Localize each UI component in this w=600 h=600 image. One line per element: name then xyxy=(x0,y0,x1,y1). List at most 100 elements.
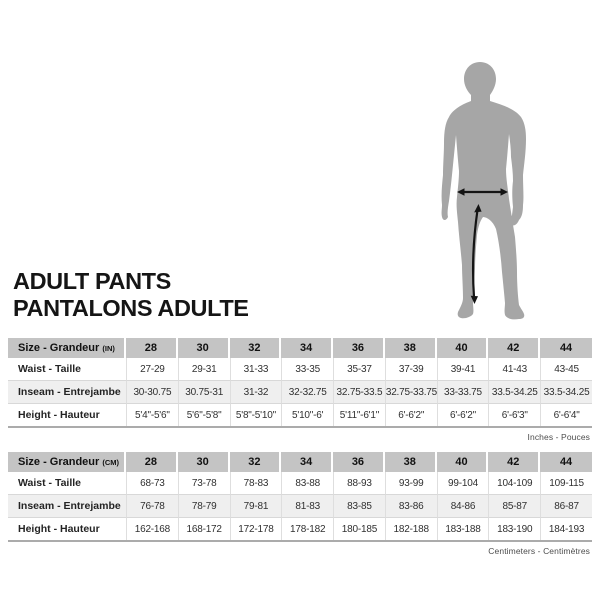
size-column-header: 28 xyxy=(126,338,178,358)
measurement-value: 83-85 xyxy=(333,494,385,517)
measurement-value: 6'-6'3" xyxy=(488,403,541,426)
measurement-row: Height - Hauteur 5'4"-5'6" 5'6"-5'8" 5'8"-5… xyxy=(8,403,592,426)
measurement-value: 168-172 xyxy=(177,517,230,540)
measurement-row: Waist - Taille 27-29 29-31 31-33 33-35 35-37 3… xyxy=(8,358,592,380)
measurement-value: 5'6"-5'8" xyxy=(177,403,230,426)
measurement-value: 183-188 xyxy=(436,517,489,540)
measurement-row: Inseam - Entrejambe 76-78 78-79 79-81 81-83 8… xyxy=(8,494,592,517)
measurement-value: 93-99 xyxy=(384,472,437,494)
size-column-header: 44 xyxy=(540,338,592,358)
measurement-value: 32-32.75 xyxy=(281,380,334,403)
measurement-value: 182-188 xyxy=(384,517,437,540)
measurement-value: 30.75-31 xyxy=(177,380,230,403)
measurement-value: 37-39 xyxy=(384,358,437,380)
measurement-value: 27-29 xyxy=(126,358,178,380)
size-column-header: 40 xyxy=(436,452,489,472)
measurement-value: 76-78 xyxy=(126,494,178,517)
measurement-row-label: Waist - Taille xyxy=(18,477,82,489)
measurement-value: 183-190 xyxy=(488,517,541,540)
measurement-value: 109-115 xyxy=(540,472,592,494)
size-table-section-inches: Size - Grandeur (IN) 28 30 32 34 36 38 40 42 44 W… xyxy=(8,338,592,442)
size-column-header: 36 xyxy=(333,338,385,358)
measurement-value: 31-33 xyxy=(229,358,282,380)
measurement-value: 41-43 xyxy=(488,358,540,380)
measurement-value: 172-178 xyxy=(229,517,282,540)
size-label-text: Size - Grandeur xyxy=(18,456,103,468)
measurement-value: 78-79 xyxy=(177,494,230,517)
size-column-header: 28 xyxy=(126,452,178,472)
measurement-value: 5'10"-6' xyxy=(281,403,334,426)
measurement-value: 99-104 xyxy=(436,472,489,494)
size-column-header: 30 xyxy=(177,452,230,472)
unit-caption-inches: Inches - Pouces xyxy=(527,432,590,442)
measurement-value: 29-31 xyxy=(177,358,230,380)
measurement-value: 5'8"-5'10" xyxy=(229,403,282,426)
measurement-value: 33.5-34.25 xyxy=(488,380,541,403)
measurement-value: 5'11"-6'1" xyxy=(333,403,385,426)
measurement-value: 73-78 xyxy=(177,472,230,494)
header-row: Size - Grandeur (CM) 28 30 32 34 36 38 40 42 44 xyxy=(8,452,592,472)
size-column-header: 34 xyxy=(281,452,334,472)
size-unit-tag: (IN) xyxy=(102,344,115,353)
measurement-value: 86-87 xyxy=(540,494,592,517)
waist-arrow xyxy=(457,188,508,196)
measurement-value: 6'-6'4" xyxy=(540,403,592,426)
measurement-row-label: Height - Hauteur xyxy=(8,403,126,426)
measurement-value: 33-35 xyxy=(281,358,333,380)
measurement-value: 33-33.75 xyxy=(436,380,489,403)
page-title-en: ADULT PANTS xyxy=(13,268,171,294)
size-table-body: Waist - Taille 27-29 29-31 31-33 33-35 35-37 3… xyxy=(8,358,592,426)
measurement-row: Height - Hauteur 162-168 168-172 172-178 178… xyxy=(8,517,592,540)
measurement-value: 85-87 xyxy=(488,494,541,517)
measurement-value: 83-86 xyxy=(384,494,437,517)
measurement-value: 6'-6'2" xyxy=(436,403,489,426)
measurement-row: Waist - Taille 68-73 73-78 78-83 83-88 88-93 9… xyxy=(8,472,592,494)
page-title: ADULT PANTS PANTALONS ADULTE xyxy=(13,268,249,322)
unit-caption-cm: Centimeters - Centimètres xyxy=(488,546,590,556)
measurement-value: 88-93 xyxy=(333,472,385,494)
size-column-header: 36 xyxy=(333,452,385,472)
size-column-header: 40 xyxy=(436,338,489,358)
measurement-value: 84-86 xyxy=(436,494,489,517)
size-table-cm: Size - Grandeur (CM) 28 30 32 34 36 38 40 42 44 W… xyxy=(8,452,592,542)
measurement-value: 180-185 xyxy=(333,517,385,540)
measurement-value: 5'4"-5'6" xyxy=(126,403,178,426)
size-unit-tag: (CM) xyxy=(102,458,120,467)
measurement-value: 83-88 xyxy=(281,472,333,494)
header-row: Size - Grandeur (IN) 28 30 32 34 36 38 40 42 44 xyxy=(8,338,592,358)
size-column-header: 32 xyxy=(229,452,282,472)
size-column-header: 42 xyxy=(488,338,541,358)
measurement-value: 30-30.75 xyxy=(126,380,178,403)
size-column-header: 38 xyxy=(384,452,437,472)
measurement-value: 184-193 xyxy=(540,517,592,540)
measurement-value: 31-32 xyxy=(229,380,282,403)
measurement-value: 32.75-33.5 xyxy=(333,380,385,403)
measurement-value: 68-73 xyxy=(126,472,178,494)
measurement-value: 39-41 xyxy=(436,358,489,380)
size-table-section-cm: Size - Grandeur (CM) 28 30 32 34 36 38 40 42 44 W… xyxy=(8,452,592,556)
measurement-value: 81-83 xyxy=(281,494,334,517)
measurement-value: 32.75-33.75 xyxy=(384,380,437,403)
size-label-header: Size - Grandeur (CM) xyxy=(8,452,126,472)
size-label-text: Size - Grandeur xyxy=(18,342,103,354)
male-silhouette xyxy=(441,62,526,320)
measurement-value: 6'-6'2" xyxy=(384,403,437,426)
size-column-header: 30 xyxy=(177,338,230,358)
measurement-row-label: Height - Hauteur xyxy=(8,517,126,540)
size-label-header: Size - Grandeur (IN) xyxy=(8,338,126,358)
measurement-value: 35-37 xyxy=(333,358,385,380)
male-silhouette-figure xyxy=(435,57,535,325)
male-silhouette-svg xyxy=(441,62,526,320)
measurement-value: 78-83 xyxy=(229,472,282,494)
measurement-row-label: Waist - Taille xyxy=(18,363,82,375)
size-table-inches: Size - Grandeur (IN) 28 30 32 34 36 38 40 42 44 W… xyxy=(8,338,592,428)
size-column-header: 34 xyxy=(281,338,334,358)
page-title-fr: PANTALONS ADULTE xyxy=(13,295,249,321)
size-column-header: 42 xyxy=(488,452,541,472)
measurement-row: Inseam - Entrejambe 30-30.75 30.75-31 31-32… xyxy=(8,380,592,403)
measurement-value: 104-109 xyxy=(488,472,540,494)
inseam-arrow xyxy=(470,204,482,304)
measurement-value: 43-45 xyxy=(540,358,592,380)
size-column-header: 38 xyxy=(384,338,437,358)
